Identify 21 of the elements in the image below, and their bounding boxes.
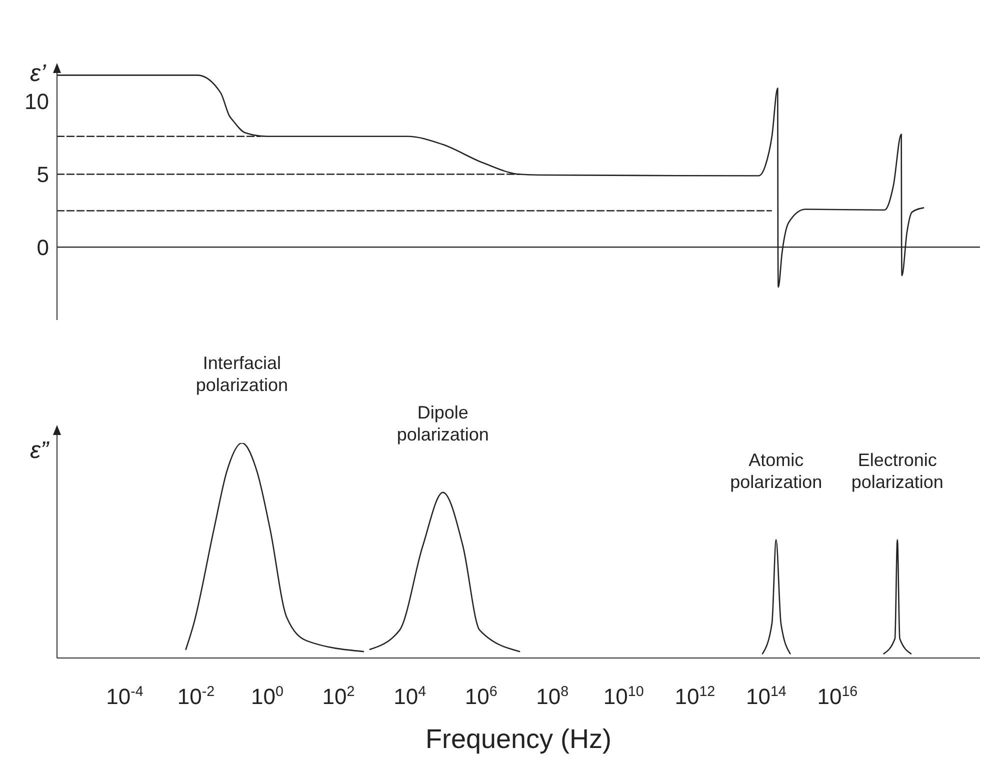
x-axis-title: Frequency (Hz) [425,724,612,754]
y-axis-title: ε” [30,437,49,465]
y-tick-label: 10 [24,89,49,114]
x-tick-label: 10$^{0}$ [251,684,284,709]
annotation: Electronic polarization [851,450,944,492]
annotation: Dipole polarization [396,402,489,444]
x-tick-label: 10$^{8}$ [536,684,569,709]
x-tick-label: 10$^{10}$ [603,684,644,709]
annotation: Interfacial polarization [196,353,288,395]
x-tick-label: 10$^{-4}$ [106,684,144,709]
x-tick-label: 10$^{14}$ [746,684,786,709]
y-tick-label: 0 [36,234,49,260]
x-tick-label: 10$^{6}$ [464,684,498,709]
x-tick-label: 10$^{-2}$ [177,684,215,709]
x-tick-label: 10$^{16}$ [817,684,858,709]
y-tick-label: 5 [36,162,49,188]
x-tick-label: 10$^{4}$ [394,684,426,709]
y-axis-title: ε’ [30,60,46,88]
annotation: Atomic polarization [730,450,822,492]
x-tick-label: 10$^{12}$ [674,684,716,709]
x-tick-label: 10$^{2}$ [322,684,355,709]
